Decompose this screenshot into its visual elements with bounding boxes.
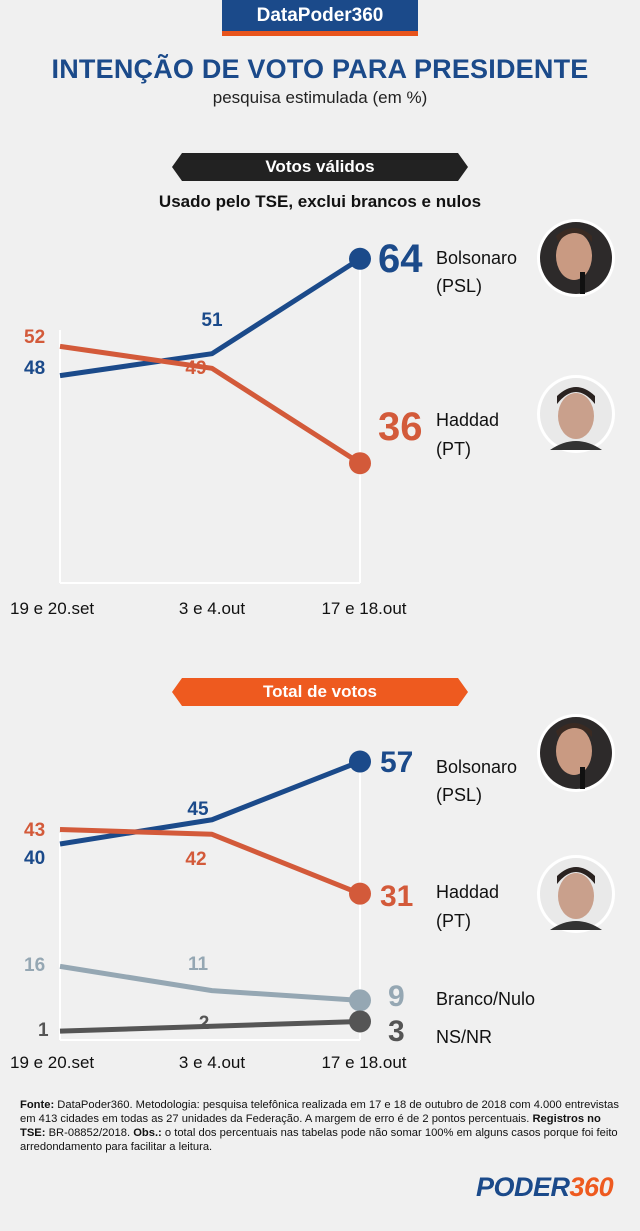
data-label: 31 (380, 880, 413, 913)
registros-text: BR-08852/2018. (48, 1127, 131, 1139)
bolsonaro-photo-1 (537, 219, 615, 297)
end-point (349, 882, 371, 905)
haddad-photo-2 (537, 855, 615, 933)
c1-haddad-name: Haddad (436, 410, 499, 430)
section1-banner: Votos válidos (172, 153, 468, 181)
x-tick-label: 17 e 18.out (321, 1053, 406, 1072)
data-label: 49 (185, 358, 206, 379)
x-tick-label: 19 e 20.set (10, 1053, 94, 1072)
series-line (59, 343, 362, 466)
data-label: 1 (38, 1020, 49, 1041)
data-label: 40 (24, 848, 45, 869)
series-line (59, 826, 361, 896)
end-point (349, 989, 371, 1012)
poder360-logo: PODER360 (476, 1172, 614, 1202)
chart-votos-validos: 19 e 20.set 3 e 4.out 17 e 18.out 48 51 64 52 4… (10, 237, 423, 618)
data-label: 16 (24, 955, 45, 976)
data-label: 64 (378, 237, 423, 281)
bolsonaro-photo-2 (537, 714, 615, 792)
c2-haddad-name: Haddad (436, 882, 499, 902)
c2-haddad-party: (PT) (436, 911, 471, 931)
footer-notes: Fonte: DataPoder360. Metodologia: pesqui… (20, 1098, 620, 1154)
data-label: 11 (188, 954, 209, 975)
c1-haddad-party: (PT) (436, 439, 471, 459)
data-label: 52 (24, 327, 45, 348)
data-label: 3 (388, 1015, 405, 1048)
page-title: INTENÇÃO DE VOTO PARA PRESIDENTE (51, 54, 589, 84)
x-tick-label: 3 e 4.out (179, 1053, 245, 1072)
obs-text: o total dos percentuais nas tabelas pode… (20, 1127, 618, 1153)
chart-total-votos: 19 e 20.set 3 e 4.out 17 e 18.out 40 45 57 43 4… (10, 746, 413, 1072)
series-line (59, 1018, 361, 1034)
c1-bolsonaro-party: (PSL) (436, 276, 482, 296)
section2-banner: Total de votos (172, 678, 468, 706)
data-label: 2 (199, 1013, 210, 1034)
fonte-text: DataPoder360. Metodologia: pesquisa tele… (20, 1099, 619, 1125)
section1-note: Usado pelo TSE, exclui brancos e nulos (158, 192, 482, 211)
c1-bolsonaro-name: Bolsonaro (436, 248, 517, 268)
series-line (59, 759, 361, 847)
c2-bolsonaro-party: (PSL) (436, 785, 482, 805)
data-label: 45 (187, 799, 209, 820)
data-label: 36 (378, 405, 423, 449)
x-tick-label: 3 e 4.out (179, 599, 245, 618)
data-label: 57 (380, 746, 413, 779)
c2-bolsonaro-name: Bolsonaro (436, 757, 517, 777)
data-label: 51 (201, 310, 223, 331)
x-tick-label: 17 e 18.out (321, 599, 406, 618)
series-line (59, 256, 362, 379)
end-point (349, 750, 371, 773)
c2-branco-name: Branco/Nulo (436, 989, 535, 1009)
brand-badge: DataPoder360 (222, 0, 418, 36)
data-label: 42 (185, 849, 206, 870)
c2-nsnr-name: NS/NR (436, 1027, 492, 1047)
registros-label: Registros no TSE: (20, 1113, 601, 1139)
end-point (349, 247, 371, 270)
end-point (349, 452, 371, 475)
haddad-photo-1 (537, 375, 615, 453)
fonte-label: Fonte: (20, 1099, 55, 1111)
obs-label: Obs.: (133, 1127, 162, 1139)
page-subtitle: pesquisa estimulada (em %) (212, 88, 428, 107)
data-label: 43 (24, 820, 45, 841)
series-line (59, 963, 361, 1003)
end-point (349, 1010, 371, 1033)
data-label: 48 (24, 358, 45, 379)
data-label: 9 (388, 980, 405, 1013)
x-tick-label: 19 e 20.set (10, 599, 94, 618)
